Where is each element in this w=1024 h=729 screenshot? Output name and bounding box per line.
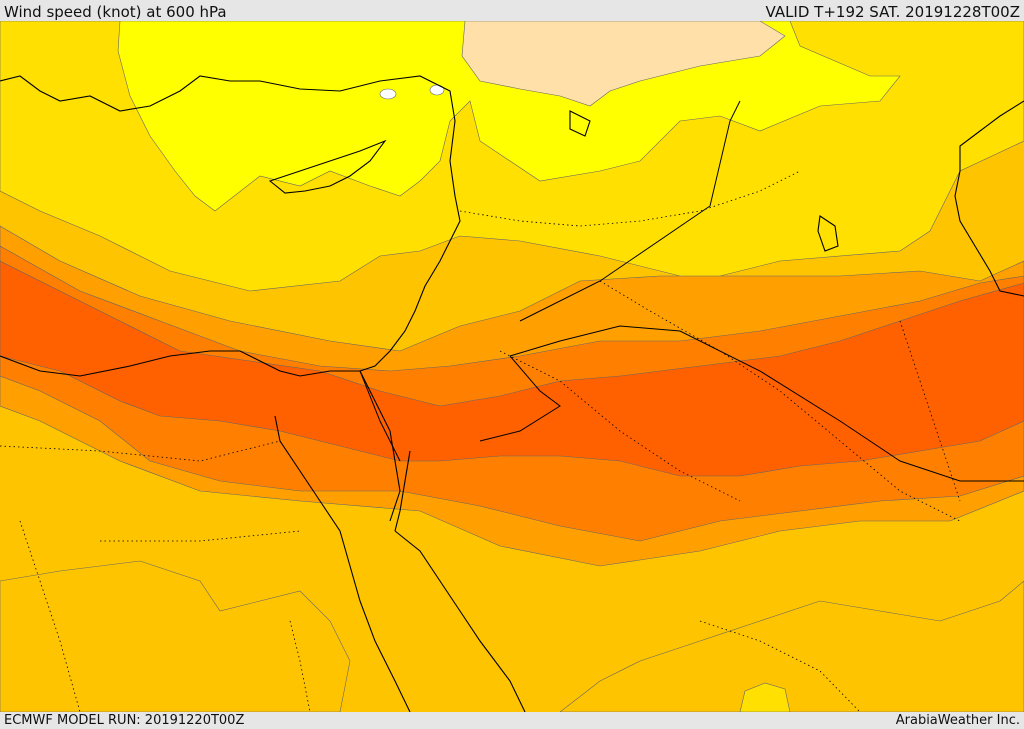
band-moderate-south-west [0, 560, 351, 712]
map-canvas [0, 21, 1024, 712]
coastline-red-sea-west [274, 415, 411, 712]
border-solid-3 [479, 355, 561, 442]
border-6 [19, 520, 81, 712]
border-7 [289, 620, 311, 712]
coastline-red-sea-east [394, 530, 526, 712]
border-9 [899, 320, 961, 502]
calm-patch-1 [379, 88, 397, 100]
border-2 [0, 440, 281, 462]
solid-borders [359, 100, 1024, 482]
border-4 [499, 350, 741, 502]
border-1 [459, 170, 801, 227]
border-8 [699, 620, 861, 712]
band-very-light [461, 21, 786, 107]
coastline-caspian [954, 100, 1024, 297]
band-moderate-south-east [559, 580, 1024, 712]
borders [0, 170, 961, 712]
coastline-egypt-north [0, 350, 360, 377]
band-light-moderate-south [739, 682, 791, 712]
model-run-label: ECMWF MODEL RUN: 20191220T00Z [4, 713, 245, 728]
coastline-lake-urmia [817, 215, 839, 252]
coastline-turkey [0, 75, 456, 197]
map-title: Wind speed (knot) at 600 hPa [4, 3, 227, 21]
footer-bar: ECMWF MODEL RUN: 20191220T00Z ArabiaWeat… [0, 712, 1024, 729]
border-3 [100, 530, 301, 542]
border-solid-1 [519, 100, 741, 322]
wind-speed-map [0, 21, 1024, 712]
band-very-strong [0, 260, 1024, 477]
valid-time: VALID T+192 SAT. 20191228T00Z [765, 3, 1020, 21]
band-light [117, 21, 901, 212]
coastline-levant [359, 195, 461, 372]
coastline-cyprus [268, 139, 387, 194]
header-bar: Wind speed (knot) at 600 hPa VALID T+192… [0, 0, 1024, 21]
credit-label: ArabiaWeather Inc. [895, 713, 1020, 728]
coastline-aqaba [394, 450, 411, 532]
coastline-lake-van [569, 110, 591, 137]
border-solid-2 [509, 325, 1024, 482]
border-solid-4 [359, 370, 401, 462]
